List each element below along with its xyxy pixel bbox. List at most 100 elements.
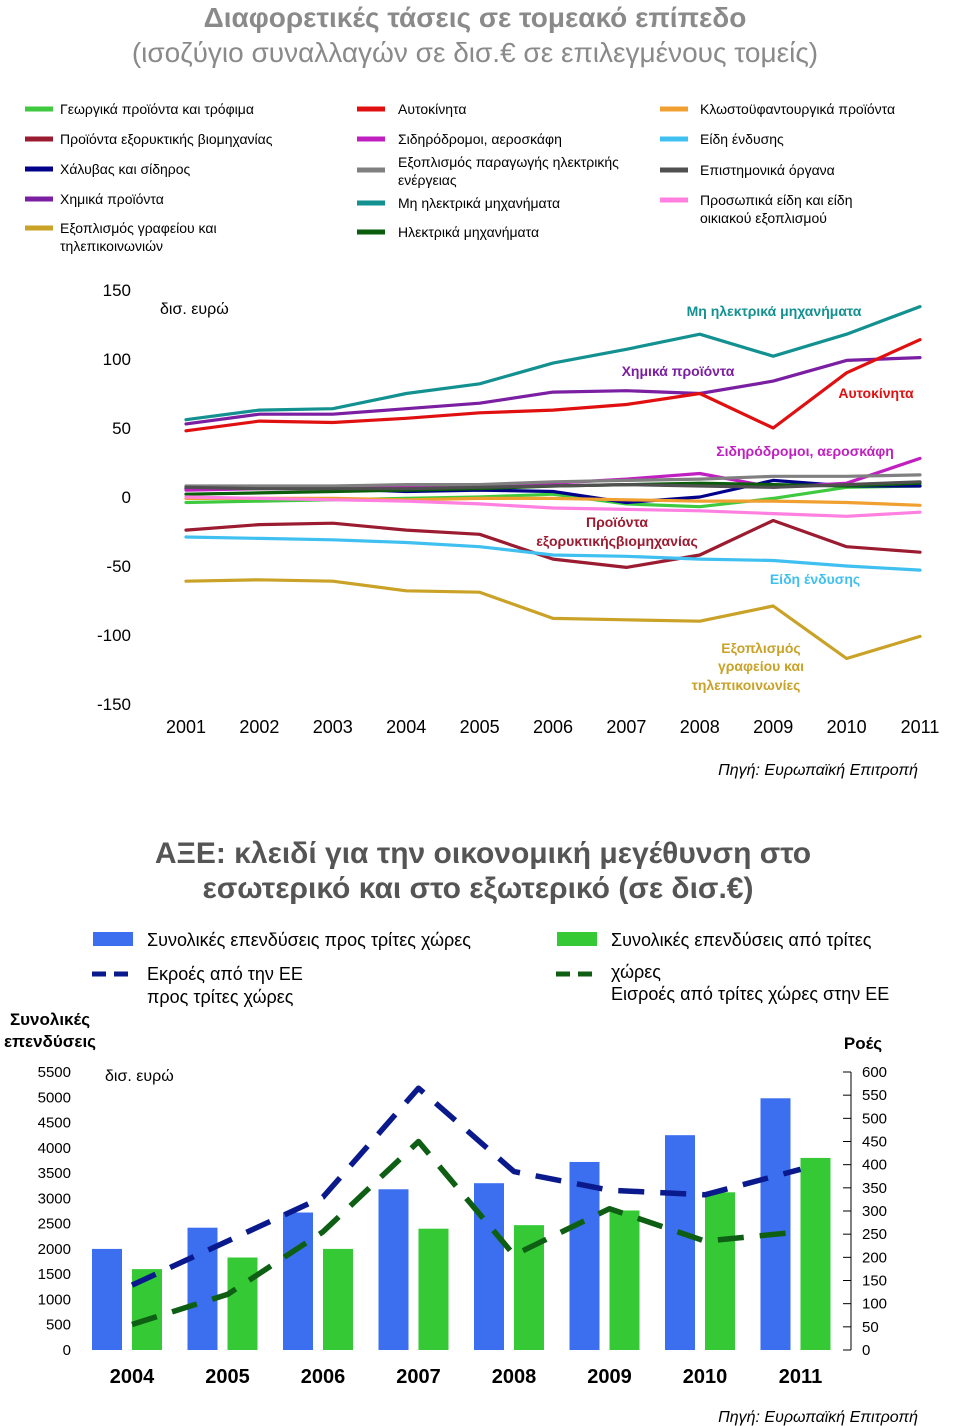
chart2-left-ytick-label: 4000: [38, 1140, 71, 1157]
chart2-left-axis-title-line2: επενδύσεις: [4, 1032, 96, 1051]
chart2-unit-label: δισ. ευρώ: [105, 1068, 174, 1085]
chart2-left-ytick-label: 2500: [38, 1216, 71, 1233]
chart1-xtick-label: 2002: [239, 717, 279, 737]
chart2-right-ytick-label: 150: [862, 1273, 887, 1290]
annotation-non-electrical-machinery: Μη ηλεκτρικά μηχανήματα: [687, 303, 862, 319]
chart2-xtick-label: 2009: [587, 1366, 632, 1388]
annotation-clothing: Είδη ένδυσης: [770, 571, 860, 587]
chart2-right-axis-title: Ροές: [844, 1034, 882, 1053]
chart2-right-ytick-label: 300: [862, 1203, 887, 1220]
chart2-left-ytick-label: 0: [63, 1342, 71, 1359]
chart1: Διαφορετικές τάσεις σε τομεακό επίπεδο (…: [25, 2, 939, 779]
chart1-series-line-12: [184, 480, 922, 491]
chart2-bar-to-third: [474, 1183, 504, 1350]
legend-label-investment-from-third-line2: χώρες: [611, 962, 661, 982]
legend-label-outflows-line1: Εκροές από την ΕΕ: [147, 964, 303, 984]
chart2-title-line2: εσωτερικό και στο εξωτερικό (σε δισ.€): [203, 872, 754, 905]
chart2-legend: Συνολικές επενδύσεις προς τρίτες χώρες Σ…: [92, 930, 889, 1007]
legend-label-5-line1: Αυτοκίνητα: [398, 101, 466, 117]
chart1-title: Διαφορετικές τάσεις σε τομεακό επίπεδο: [204, 2, 747, 33]
chart2-xtick-label: 2006: [301, 1366, 346, 1388]
chart2-right-ytick-label: 350: [862, 1180, 887, 1197]
chart2-left-ytick-label: 4500: [38, 1115, 71, 1132]
legend-label-3-line1: Χημικά προϊόντα: [60, 191, 164, 207]
chart1-annotations: Μη ηλεκτρικά μηχανήματα Χημικά προϊόντα …: [536, 303, 914, 693]
chart1-plot-area: [184, 305, 922, 661]
chart2-source: Πηγή: Ευρωπαϊκή Επιτροπή: [718, 1409, 918, 1426]
annotation-extractive-line2: εξορυκτικήςβιομηχανίας: [536, 533, 697, 549]
legend-label-1-line1: Προϊόντα εξορυκτικής βιομηχανίας: [60, 131, 273, 147]
chart2-right-ytick-label: 600: [862, 1064, 887, 1081]
chart1-xtick-label: 2005: [460, 717, 500, 737]
chart2-x-axis: 2004 2005 2006 2007 2008 2009 2010 2011: [110, 1366, 822, 1388]
chart1-xtick-label: 2009: [753, 717, 793, 737]
chart2-right-ytick-label: 0: [862, 1342, 870, 1359]
chart1-xtick-label: 2010: [827, 717, 867, 737]
legend-label-9-line1: Ηλεκτρικά μηχανήματα: [398, 224, 539, 240]
chart2-xtick-label: 2007: [396, 1366, 441, 1388]
chart1-ytick-label: -150: [97, 695, 131, 714]
chart2-flow-lines: [130, 1085, 802, 1328]
chart1-x-axis: 2001 2002 2003 2004 2005 2006 2007 2008 2009 2010…: [166, 717, 939, 737]
legend-label-7-line1: Εξοπλισμός παραγωγής ηλεκτρικής: [398, 154, 619, 170]
annotation-chemicals: Χημικά προϊόντα: [622, 363, 735, 379]
legend-label-inflows: Εισροές από τρίτες χώρες στην ΕΕ: [611, 984, 889, 1004]
chart2-left-ytick-label: 500: [46, 1317, 71, 1334]
chart2-right-ytick-label: 250: [862, 1226, 887, 1243]
chart1-series-line-4: [184, 578, 922, 661]
chart1-unit-label: δισ. ευρώ: [160, 301, 229, 318]
legend-label-7-line2: ενέργειας: [398, 172, 457, 188]
annotation-railways-aircraft: Σιδηρόδρομοι, αεροσκάφη: [716, 443, 894, 459]
chart2-bars: [92, 1098, 831, 1350]
legend-label-0-line1: Γεωργικά προϊόντα και τρόφιμα: [60, 101, 254, 117]
chart1-ytick-label: -100: [97, 626, 131, 645]
chart1-ytick-label: 0: [122, 488, 131, 507]
legend-swatch-investment-from-third: [557, 932, 597, 946]
legend-label-investment-from-third-line1: Συνολικές επενδύσεις από τρίτες: [611, 930, 872, 950]
annotation-extractive-line1: Προϊόντα: [586, 514, 648, 530]
legend-label-10-line1: Κλωστοϋφαντουργικά προϊόντα: [700, 101, 895, 117]
chart2: ΑΞΕ: κλειδί για την οικονομική μεγέθυνση…: [4, 837, 918, 1426]
chart1-ytick-label: 100: [103, 350, 131, 369]
chart1-xtick-label: 2011: [901, 717, 940, 737]
chart2-left-ytick-label: 5500: [38, 1064, 71, 1081]
chart2-right-ytick-label: 200: [862, 1249, 887, 1266]
chart2-bar-from-third: [227, 1257, 258, 1350]
chart2-bar-from-third: [609, 1210, 640, 1350]
chart2-bar-to-third: [283, 1212, 313, 1350]
chart2-bar-from-third: [418, 1228, 449, 1350]
chart2-right-ytick-label: 500: [862, 1110, 887, 1127]
chart1-ytick-label: 150: [103, 281, 131, 300]
chart1-source: Πηγή: Ευρωπαϊκή Επιτροπή: [718, 762, 918, 779]
annotation-cars: Αυτοκίνητα: [838, 385, 914, 401]
legend-label-12-line1: Επιστημονικά όργανα: [700, 162, 835, 178]
chart2-left-ytick-label: 2000: [38, 1241, 71, 1258]
chart2-right-ytick-label: 550: [862, 1087, 887, 1104]
legend-swatch-investment-to-third: [93, 932, 133, 946]
legend-label-2-line1: Χάλυβας και σίδηρος: [60, 161, 191, 177]
chart2-xtick-label: 2005: [205, 1366, 250, 1388]
chart2-left-ytick-label: 1000: [38, 1291, 71, 1308]
chart2-bar-to-third: [569, 1161, 600, 1350]
chart1-subtitle: (ισοζύγιο συναλλαγών σε δισ.€ σε επιλεγμ…: [132, 37, 818, 68]
chart2-xtick-label: 2008: [492, 1366, 537, 1388]
chart2-bar-from-third: [323, 1248, 353, 1350]
chart2-bar-to-third: [378, 1189, 409, 1350]
chart1-xtick-label: 2006: [533, 717, 573, 737]
legend-label-4-line1: Εξοπλισμός γραφείου και: [60, 220, 217, 236]
chart2-right-ytick-label: 400: [862, 1157, 887, 1174]
chart1-xtick-label: 2004: [386, 717, 426, 737]
legend-label-11-line1: Είδη ένδυσης: [700, 131, 784, 147]
chart2-bar-to-third: [665, 1135, 695, 1350]
chart2-right-ytick-label: 100: [862, 1296, 887, 1313]
legend-label-investment-to-third: Συνολικές επενδύσεις προς τρίτες χώρες: [147, 930, 471, 950]
chart1-y-axis: 150 100 50 0 -50 -100 -150: [97, 281, 131, 714]
chart2-left-ytick-label: 5000: [38, 1089, 71, 1106]
legend-label-6-line1: Σιδηρόδρομοι, αεροσκάφη: [398, 131, 562, 147]
chart1-series-line-1: [184, 518, 922, 570]
chart1-ytick-label: 50: [112, 419, 131, 438]
chart2-xtick-label: 2011: [779, 1366, 822, 1388]
chart2-right-ytick-label: 450: [862, 1134, 887, 1151]
